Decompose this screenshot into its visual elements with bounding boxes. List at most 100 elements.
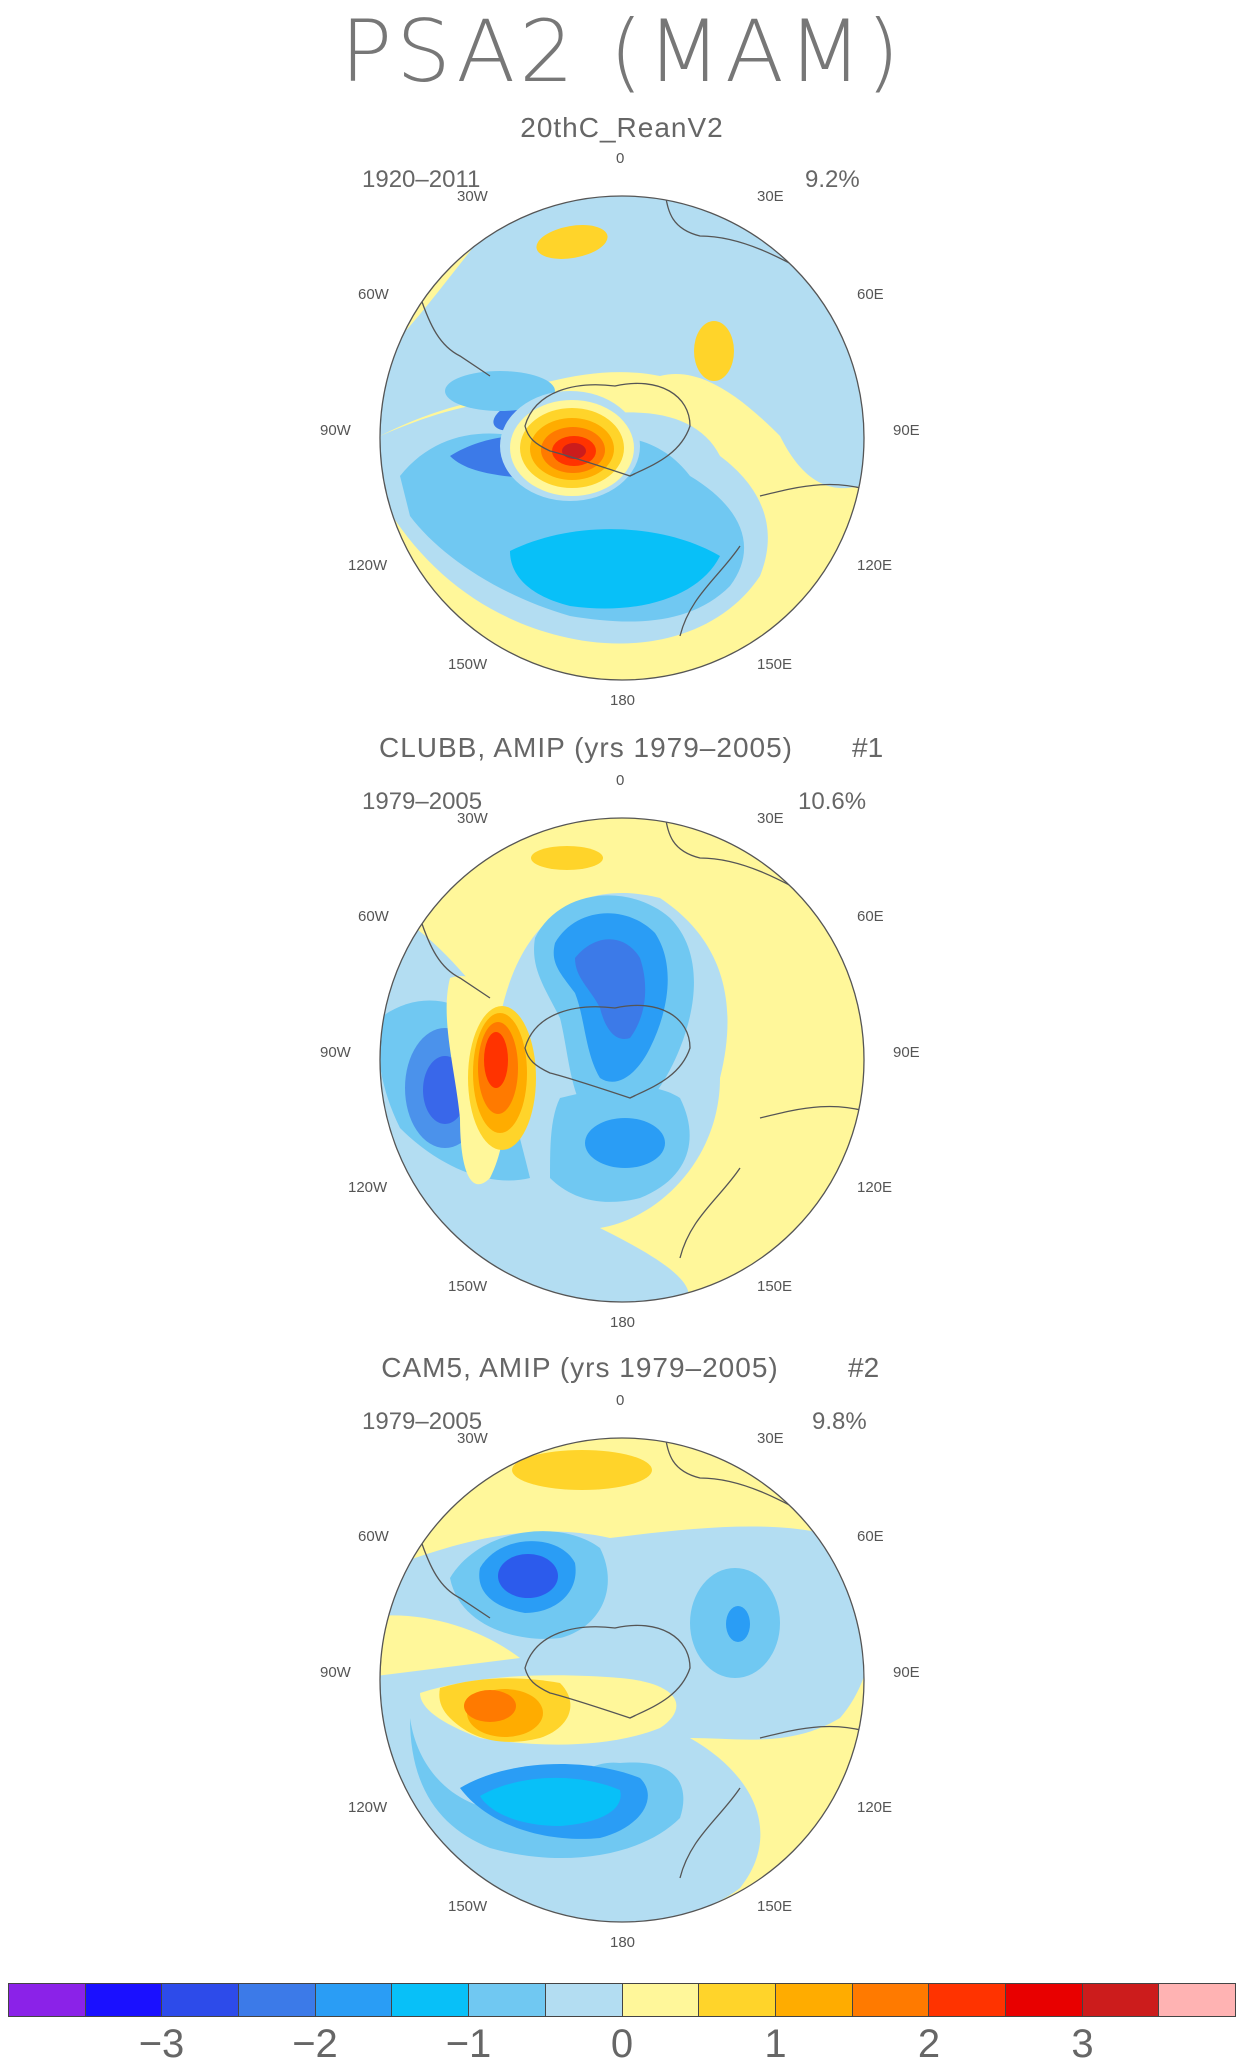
lon-label: 90E bbox=[893, 1664, 920, 1681]
australia-coastline bbox=[679, 1167, 741, 1259]
panel-title: CLUBB, AMIP (yrs 1979–2005) bbox=[378, 732, 793, 763]
lon-label: 150W bbox=[448, 1278, 488, 1295]
lon-label: 30W bbox=[457, 810, 488, 827]
colorbar-box bbox=[315, 1984, 393, 2016]
antarctica-coastline bbox=[524, 1004, 691, 1099]
colorbar-box bbox=[85, 1984, 163, 2016]
lon-label: 60W bbox=[358, 286, 389, 303]
anomaly-region bbox=[484, 1032, 508, 1088]
colorbar-box bbox=[852, 1984, 930, 2016]
colorbar-label: −1 bbox=[445, 2022, 492, 2066]
anomaly-region bbox=[510, 529, 720, 609]
colorbar-box bbox=[469, 1984, 546, 2016]
variance-percent: 10.6% bbox=[798, 788, 867, 815]
lon-label: 180 bbox=[610, 1314, 636, 1331]
colorbar-box bbox=[775, 1984, 853, 2016]
colorbar-box bbox=[162, 1984, 240, 2016]
antarctica-coastline bbox=[524, 382, 691, 477]
panel-number: #2 bbox=[848, 1352, 880, 1383]
panel-title: 20thC_ReanV2 bbox=[520, 112, 724, 143]
anomaly-region bbox=[480, 1777, 621, 1826]
panel-number: #1 bbox=[852, 732, 884, 763]
colorbar-box bbox=[392, 1984, 470, 2016]
colorbar-label: 1 bbox=[764, 2022, 787, 2066]
anomaly-region bbox=[536, 225, 608, 259]
lon-label: 120W bbox=[348, 557, 388, 574]
anomaly-region bbox=[726, 1606, 750, 1642]
colorbar-label: −3 bbox=[138, 2022, 185, 2066]
australia-coastline bbox=[759, 483, 864, 497]
lon-label: 60W bbox=[358, 908, 389, 925]
map-boundary bbox=[379, 195, 865, 681]
anomaly-region bbox=[585, 1118, 665, 1168]
main-title: PSA2 (MAM) bbox=[340, 2, 904, 102]
anomaly-region bbox=[512, 1450, 652, 1490]
colorbar bbox=[8, 1983, 1236, 2017]
lon-label: 120W bbox=[348, 1179, 388, 1196]
colorbar-label: −2 bbox=[292, 2022, 338, 2066]
colorbar-box bbox=[239, 1984, 316, 2016]
colorbar-box bbox=[622, 1984, 700, 2016]
colorbar-box bbox=[699, 1984, 776, 2016]
colorbar-box bbox=[545, 1984, 623, 2016]
lon-label: 0 bbox=[616, 772, 625, 789]
polar-map bbox=[379, 195, 865, 681]
lon-label: 30E bbox=[757, 188, 784, 205]
anomaly-region bbox=[694, 321, 734, 381]
colorbar-label: 2 bbox=[917, 2022, 941, 2066]
colorbar-box bbox=[9, 1984, 86, 2016]
colorbar-box bbox=[1159, 1984, 1235, 2016]
lon-label: 150W bbox=[448, 656, 488, 673]
lon-label: 60E bbox=[857, 1528, 884, 1545]
polar-map bbox=[379, 1437, 865, 1923]
colorbar-label: 0 bbox=[610, 2022, 634, 2066]
lon-label: 90W bbox=[320, 422, 351, 439]
australia-coastline bbox=[759, 1105, 864, 1119]
anomaly-region bbox=[498, 1554, 558, 1598]
colorbar-box bbox=[1005, 1984, 1083, 2016]
lon-label: 120E bbox=[857, 1179, 893, 1196]
colorbar-label: 3 bbox=[1071, 2022, 1094, 2066]
anomaly-region bbox=[380, 1615, 520, 1678]
period-label: 1979–2005 bbox=[362, 788, 483, 815]
lon-label: 90W bbox=[320, 1044, 351, 1061]
australia-coastline bbox=[679, 1787, 741, 1879]
colorbar-box bbox=[1082, 1984, 1160, 2016]
lon-label: 150E bbox=[757, 656, 793, 673]
lon-label: 180 bbox=[610, 692, 636, 709]
anomaly-region bbox=[445, 371, 555, 411]
lon-label: 60W bbox=[358, 1528, 389, 1545]
lon-label: 30E bbox=[757, 1430, 784, 1447]
anomaly-region bbox=[562, 443, 586, 459]
lon-label: 120W bbox=[348, 1799, 388, 1816]
antarctica-coastline bbox=[524, 1624, 691, 1719]
panel-title: CAM5, AMIP (yrs 1979–2005) bbox=[381, 1352, 779, 1383]
lon-label: 180 bbox=[610, 1934, 636, 1951]
anomaly-region bbox=[464, 1690, 516, 1722]
lon-label: 120E bbox=[857, 557, 893, 574]
lon-label: 0 bbox=[616, 1392, 625, 1409]
lon-label: 90E bbox=[893, 1044, 920, 1061]
lon-label: 30W bbox=[457, 188, 488, 205]
polar-map bbox=[379, 817, 865, 1303]
lon-label: 0 bbox=[616, 150, 625, 167]
colorbar-box bbox=[929, 1984, 1006, 2016]
variance-percent: 9.8% bbox=[812, 1408, 867, 1435]
lon-label: 30E bbox=[757, 810, 784, 827]
australia-coastline bbox=[759, 1725, 864, 1739]
lon-label: 150E bbox=[757, 1278, 793, 1295]
period-label: 1979–2005 bbox=[362, 1408, 483, 1435]
lon-label: 60E bbox=[857, 908, 884, 925]
anomaly-region bbox=[575, 939, 646, 1039]
anomaly-region bbox=[380, 196, 864, 489]
lon-label: 90E bbox=[893, 422, 920, 439]
lon-label: 150W bbox=[448, 1898, 488, 1915]
lon-label: 120E bbox=[857, 1799, 893, 1816]
anomaly-region bbox=[531, 846, 603, 870]
australia-coastline bbox=[679, 545, 741, 637]
lon-label: 90W bbox=[320, 1664, 351, 1681]
variance-percent: 9.2% bbox=[805, 166, 860, 193]
lon-label: 60E bbox=[857, 286, 884, 303]
lon-label: 150E bbox=[757, 1898, 793, 1915]
period-label: 1920–2011 bbox=[362, 166, 481, 193]
